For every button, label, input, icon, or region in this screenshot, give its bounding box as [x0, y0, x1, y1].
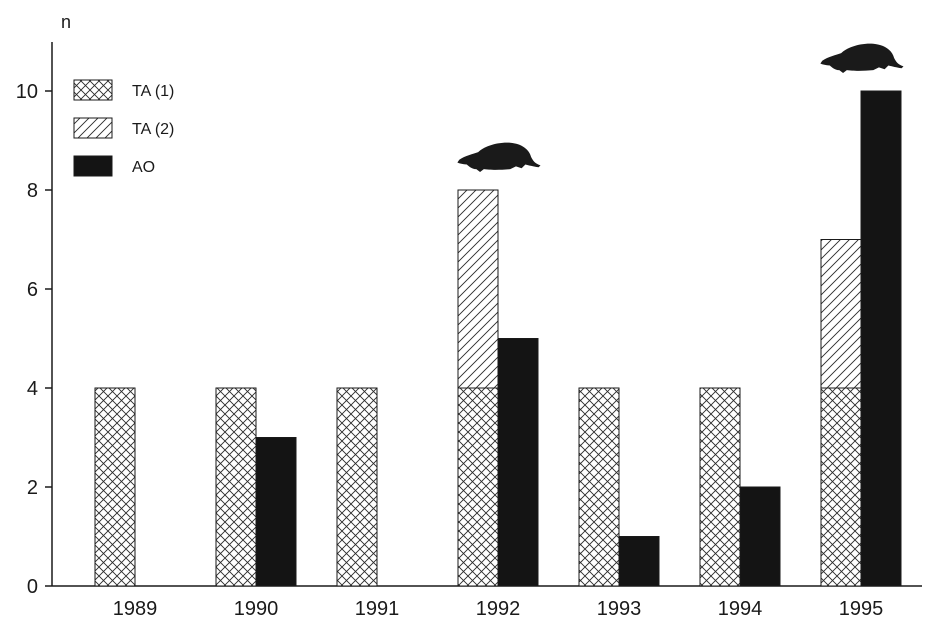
x-labels: 1989 1990 1991 1992 1993 1994 1995: [113, 598, 884, 620]
y-ticks: 0 2 4 6 8 10: [16, 81, 52, 598]
x-tick-label: 1993: [597, 598, 642, 620]
y-tick-label: 6: [27, 279, 38, 301]
mole-silhouette-icon: [457, 142, 541, 172]
bar-ta-2-1995: [820, 239, 862, 389]
y-tick-label: 0: [27, 576, 38, 598]
legend-label: TA (2): [132, 121, 174, 138]
legend-swatch: [73, 117, 113, 139]
bar-ta-1-1991: [336, 387, 378, 587]
bar-ta-1-1995: [820, 387, 862, 587]
bar-ta-1-1989: [94, 387, 136, 587]
bar-ao-1992: [497, 338, 539, 587]
legend: TA (1) TA (2) AO: [73, 79, 174, 177]
x-tick-label: 1989: [113, 598, 158, 620]
y-tick-label: 10: [16, 81, 38, 103]
bar-ao-1995: [860, 90, 902, 587]
x-tick-label: 1991: [355, 598, 400, 620]
x-tick-label: 1995: [839, 598, 884, 620]
legend-label: AO: [132, 159, 155, 176]
bar-ao-1990: [255, 437, 297, 587]
bars: [94, 90, 902, 587]
bar-ta-2-1992: [457, 189, 499, 389]
y-tick-label: 8: [27, 180, 38, 202]
bar-ao-1993: [618, 536, 660, 587]
legend-swatch: [73, 155, 113, 177]
bar-ao-1994: [739, 486, 781, 587]
bar-ta-1-1994: [699, 387, 741, 587]
x-tick-label: 1990: [234, 598, 279, 620]
legend-swatch: [73, 79, 113, 101]
legend-label: TA (1): [132, 83, 174, 100]
bar-ta-1-1993: [578, 387, 620, 587]
bar-ta-1-1990: [215, 387, 257, 587]
y-tick-label: 4: [27, 378, 38, 400]
mole-silhouette-icon: [820, 43, 904, 73]
x-tick-label: 1994: [718, 598, 763, 620]
x-tick-label: 1992: [476, 598, 521, 620]
y-tick-label: 2: [27, 477, 38, 499]
bar-ta-1-1992: [457, 387, 499, 587]
y-axis-label: n: [61, 12, 71, 32]
annotations: [457, 43, 904, 172]
